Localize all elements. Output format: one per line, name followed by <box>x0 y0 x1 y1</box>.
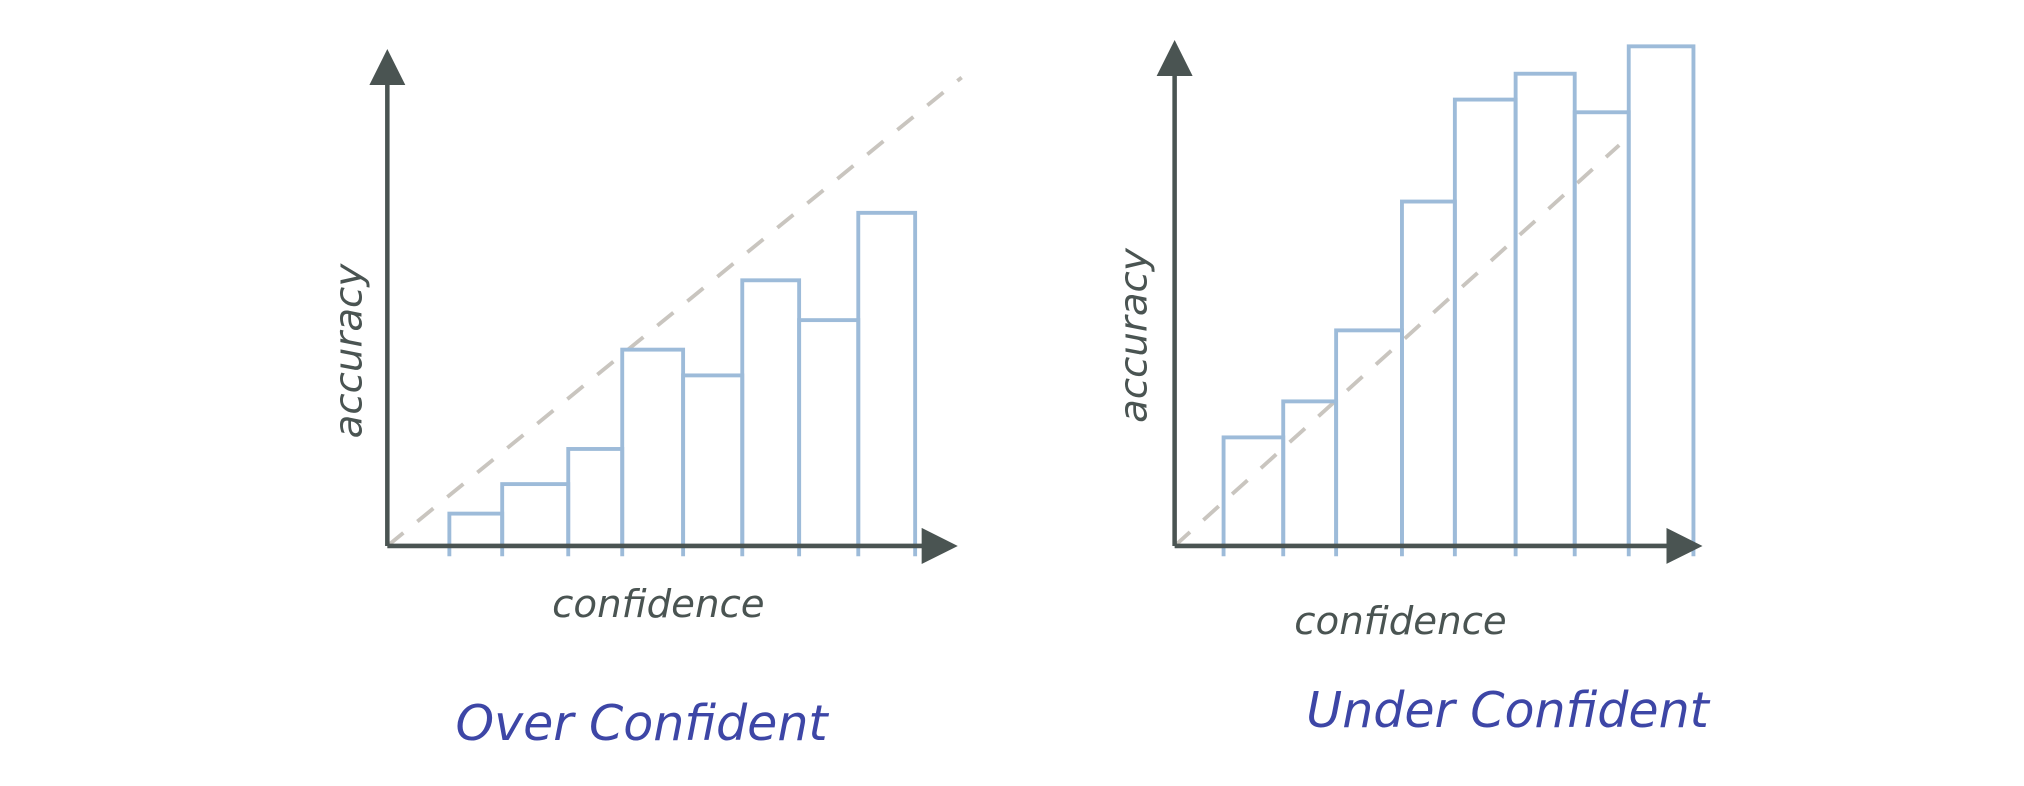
diagonal <box>1173 143 1621 548</box>
y-axis-label: accuracy <box>327 263 372 439</box>
bar <box>1281 399 1339 548</box>
chart-title: Over Confident <box>456 694 830 752</box>
bar <box>620 347 686 548</box>
x-axis-label: confidence <box>552 582 765 627</box>
bar <box>447 511 505 548</box>
bar <box>1334 328 1404 548</box>
bar <box>500 482 571 548</box>
chart-title: Under Confident <box>1306 681 1710 739</box>
bar <box>566 447 625 548</box>
diagonal <box>386 75 963 548</box>
bar <box>740 278 802 548</box>
y-axis-label: accuracy <box>1111 247 1156 423</box>
bar <box>681 373 745 548</box>
bar <box>856 210 918 548</box>
x-axis-label: confidence <box>1294 599 1507 644</box>
bar <box>1452 97 1518 548</box>
bar <box>797 318 861 548</box>
bar <box>1513 71 1577 548</box>
bar <box>1626 44 1696 548</box>
bar <box>1400 199 1457 548</box>
